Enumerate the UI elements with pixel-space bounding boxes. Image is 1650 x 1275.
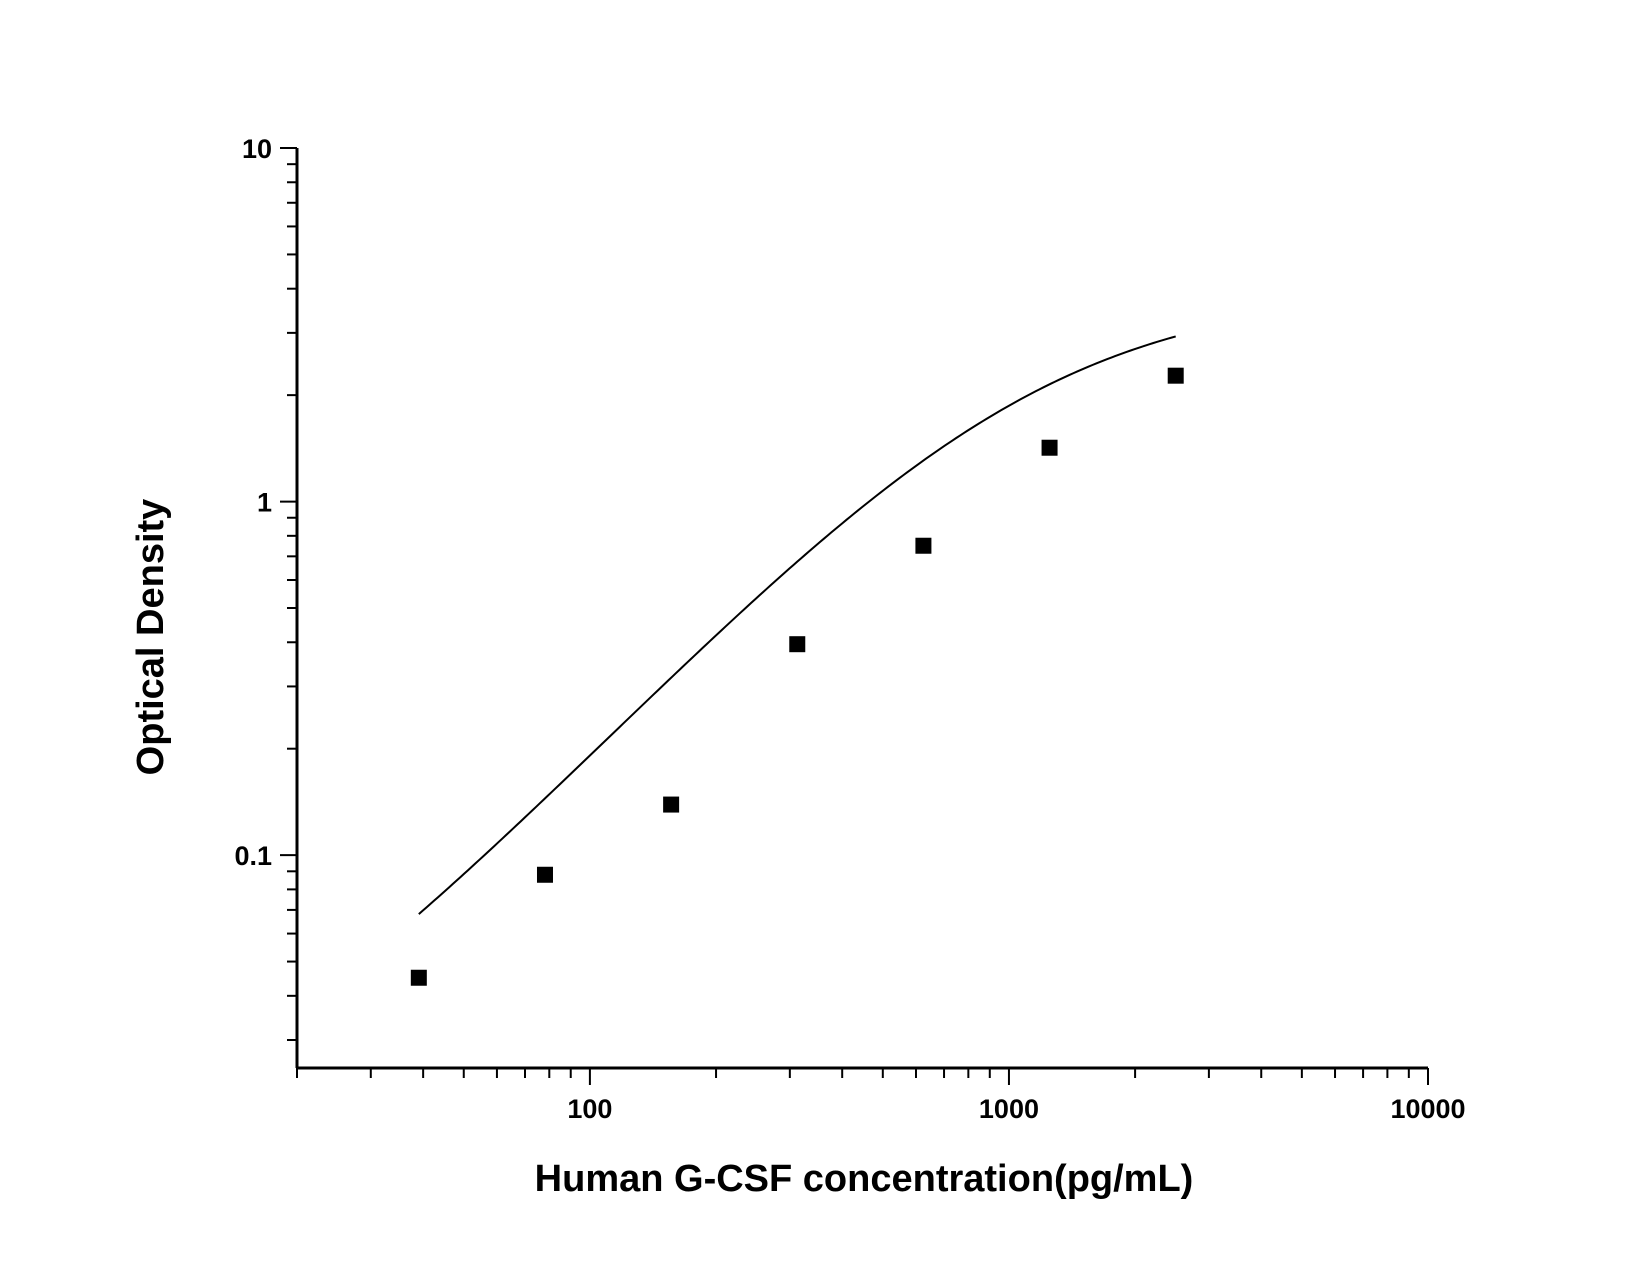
x-axis-title: Human G-CSF concentration(pg/mL) bbox=[535, 1158, 1194, 1200]
ticks bbox=[280, 147, 1429, 1085]
tick-labels: 100 1000 10000 0.1 1 10 bbox=[234, 134, 1465, 1124]
y-axis-title: Optical Density bbox=[130, 499, 172, 776]
fit-curve bbox=[418, 335, 1176, 915]
x-tick-label: 10000 bbox=[1390, 1094, 1465, 1124]
x-tick-label: 100 bbox=[567, 1094, 612, 1124]
data-point bbox=[663, 796, 680, 813]
data-point bbox=[789, 636, 806, 653]
data-point bbox=[915, 537, 932, 554]
data-point bbox=[1041, 439, 1058, 456]
data-point bbox=[410, 969, 427, 986]
y-tick-label: 1 bbox=[257, 488, 272, 518]
y-tick-label: 10 bbox=[242, 134, 272, 164]
x-tick-label: 1000 bbox=[979, 1094, 1039, 1124]
data-point bbox=[1167, 367, 1184, 384]
axes bbox=[295, 148, 1428, 1070]
data-points bbox=[410, 367, 1184, 986]
y-tick-label: 0.1 bbox=[234, 841, 272, 871]
data-point bbox=[536, 866, 553, 883]
